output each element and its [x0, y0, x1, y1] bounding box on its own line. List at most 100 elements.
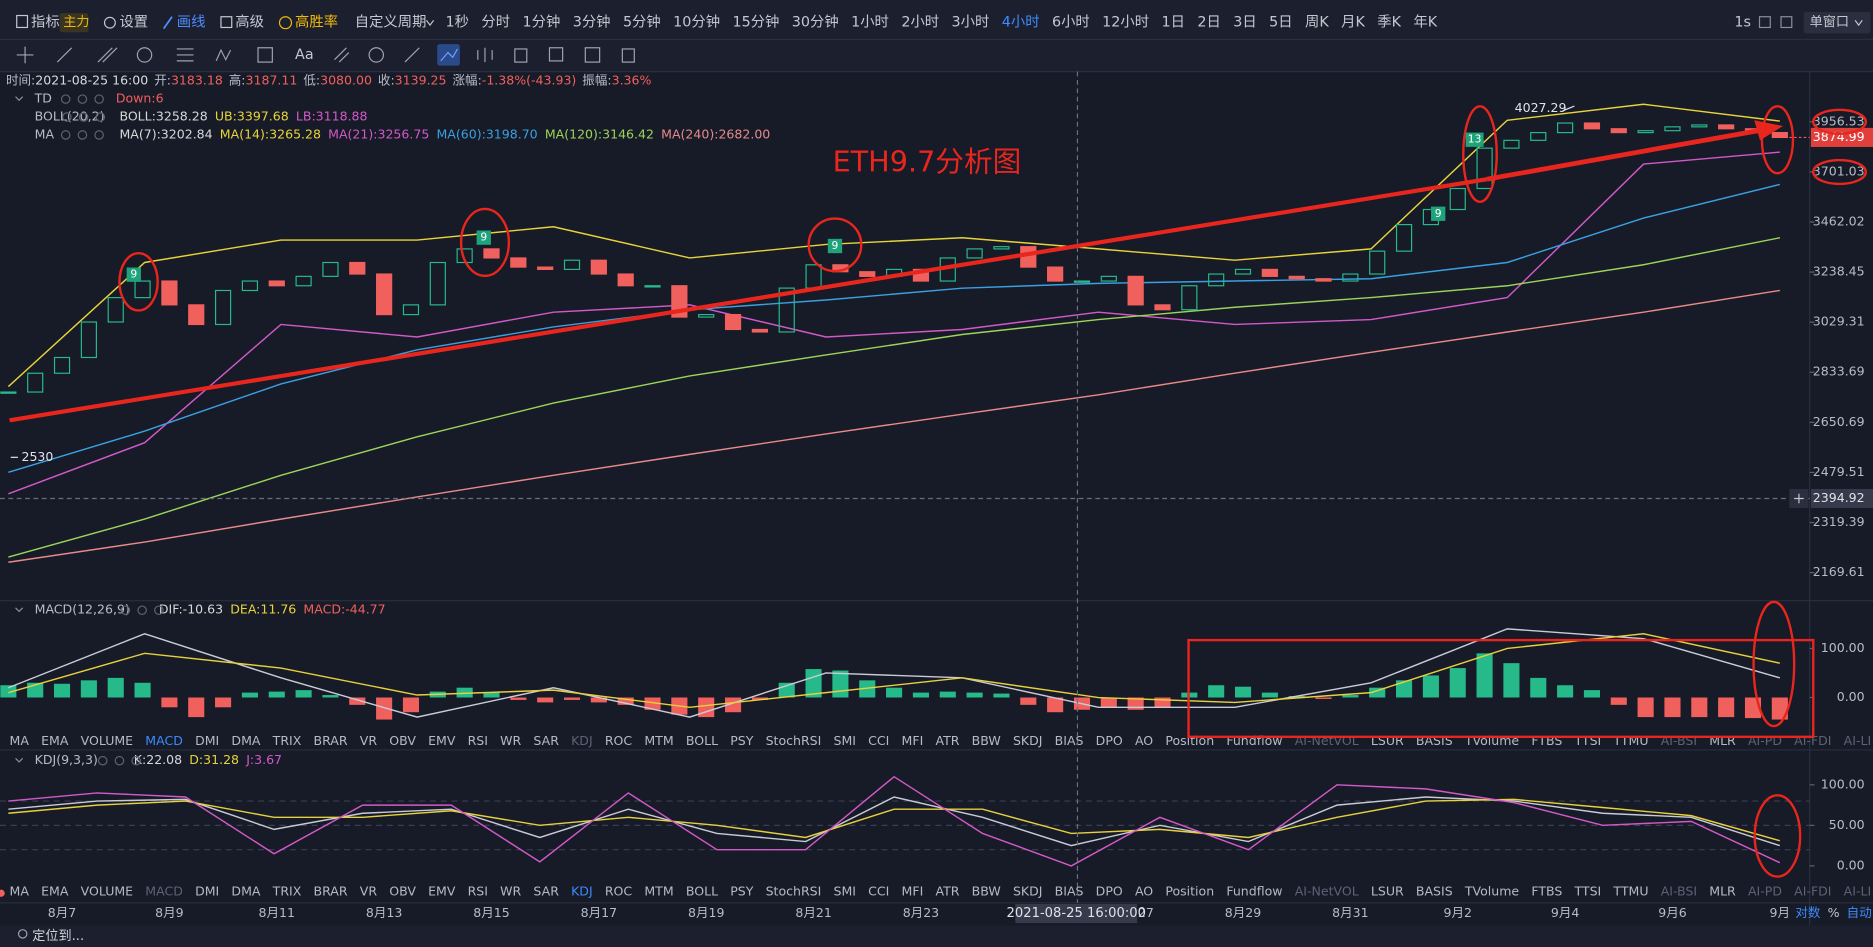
indicator-tab[interactable]: MFI — [902, 884, 924, 899]
indicator-tab[interactable]: ATR — [935, 884, 959, 899]
indicator-tab[interactable]: BOLL — [686, 733, 718, 748]
period-button[interactable]: 30分钟 — [792, 14, 839, 31]
period-button[interactable]: 5分钟 — [623, 14, 661, 31]
indicator-tab[interactable]: DMA — [231, 733, 260, 748]
indicator-tab[interactable]: EMV — [428, 733, 456, 748]
indicator-tab[interactable]: ROC — [605, 733, 633, 748]
indicator-tab[interactable]: VOLUME — [81, 733, 134, 748]
indicator-tab[interactable]: AI-PD — [1748, 733, 1782, 748]
indicator-tab[interactable]: ATR — [935, 733, 959, 748]
period-button[interactable]: 1小时 — [851, 14, 889, 31]
period-button[interactable]: 6小时 — [1052, 14, 1090, 31]
period-button[interactable]: 12小时 — [1102, 14, 1149, 31]
indicator-tab[interactable]: Fundflow — [1226, 733, 1282, 748]
indicator-tab[interactable]: BBW — [972, 884, 1001, 899]
period-button[interactable]: 分时 — [481, 14, 510, 31]
indicator-tab[interactable]: WR — [500, 733, 521, 748]
indicator-tab[interactable]: MFI — [902, 733, 924, 748]
indicator-tab[interactable]: AO — [1135, 884, 1153, 899]
period-button[interactable]: 10分钟 — [673, 14, 720, 31]
lock-tool[interactable] — [514, 48, 528, 63]
indicator-tab[interactable]: AI-BSI — [1661, 884, 1697, 899]
period-button[interactable]: 3小时 — [952, 14, 990, 31]
indicator-tab[interactable]: BRAR — [314, 733, 348, 748]
indicator-tab[interactable]: AI-NetVOL — [1295, 733, 1359, 748]
wave-tool[interactable] — [215, 48, 232, 62]
indicator-tab[interactable]: LSUR — [1371, 733, 1404, 748]
window-button[interactable]: 单窗口 — [1810, 13, 1849, 30]
axis-option[interactable]: 对数 — [1795, 905, 1821, 920]
delete-tool[interactable] — [621, 48, 635, 63]
measure-tool[interactable] — [257, 47, 273, 63]
indicator-tab[interactable]: TRIX — [272, 733, 302, 748]
indicator-tab[interactable]: CCI — [868, 884, 889, 899]
period-button[interactable]: 周K — [1305, 15, 1329, 31]
indicator-tab[interactable]: TTMU — [1612, 884, 1648, 899]
period-button[interactable]: 2日 — [1197, 15, 1220, 31]
indicator-tab[interactable]: TTSI — [1574, 733, 1602, 748]
period-button[interactable]: 3分钟 — [573, 14, 611, 31]
indicator-tab[interactable]: TVolume — [1464, 733, 1520, 748]
indicator-tab[interactable]: EMA — [41, 733, 69, 748]
indicator-tab[interactable]: MA — [10, 733, 30, 748]
indicator-tab[interactable]: AI-BSI — [1661, 733, 1697, 748]
indicator-tab[interactable]: AO — [1135, 733, 1153, 748]
locate-button[interactable]: 定位到... — [32, 928, 84, 944]
indicator-tab[interactable]: MTM — [644, 733, 673, 748]
settings-button[interactable]: 设置 — [119, 14, 148, 31]
advanced-button[interactable]: 高级 — [235, 14, 264, 31]
indicator-tab[interactable]: KDJ — [571, 884, 593, 899]
indicator-tab[interactable]: AI-NetVOL — [1295, 884, 1359, 899]
indicator-tab[interactable]: MACD — [145, 733, 183, 748]
indicator-tab[interactable]: SMI — [834, 884, 856, 899]
crosshair-tool[interactable] — [16, 46, 34, 64]
indicator-tab[interactable]: MTM — [644, 884, 673, 899]
indicator-tab[interactable]: WR — [500, 884, 521, 899]
indicator-tab[interactable]: SKDJ — [1013, 884, 1043, 899]
period-button[interactable]: 4小时 — [1002, 14, 1040, 31]
indicator-tab[interactable]: SAR — [533, 733, 559, 748]
indicator-tab[interactable]: DMI — [195, 884, 219, 899]
indicator-tab[interactable]: MLR — [1709, 884, 1736, 899]
indicator-tab[interactable]: VR — [360, 733, 378, 748]
indicator-tab[interactable]: FTBS — [1531, 884, 1562, 899]
indicator-tab[interactable]: Fundflow — [1226, 884, 1282, 899]
candle-tool[interactable] — [477, 47, 493, 63]
period-button[interactable]: 月K — [1341, 15, 1365, 31]
shape-tool[interactable] — [136, 47, 153, 63]
indicator-tab[interactable]: PSY — [730, 884, 754, 899]
indicator-tab[interactable]: DMA — [231, 884, 260, 899]
custom-period-button[interactable]: 自定义周期 — [355, 14, 427, 31]
indicator-tab[interactable]: AI-FDI — [1794, 884, 1831, 899]
axis-option[interactable]: % — [1828, 905, 1840, 920]
speed-button[interactable]: 1s — [1734, 15, 1751, 31]
indicator-tab[interactable]: CCI — [868, 733, 889, 748]
indicator-tab[interactable]: SMI — [834, 733, 856, 748]
ruler-tool[interactable] — [404, 47, 420, 63]
line-tool[interactable] — [56, 47, 73, 63]
period-button[interactable]: 2小时 — [901, 14, 939, 31]
indicator-tab[interactable]: TVolume — [1464, 884, 1520, 899]
draw-button[interactable]: 画线 — [177, 14, 206, 31]
indicator-tab[interactable]: BASIS — [1416, 884, 1453, 899]
period-button[interactable]: 3日 — [1233, 15, 1256, 31]
indicator-tab[interactable]: VR — [360, 884, 378, 899]
indicator-tab[interactable]: OBV — [389, 884, 416, 899]
period-button[interactable]: 1分钟 — [523, 14, 561, 31]
fib-tool[interactable] — [176, 48, 194, 62]
period-button[interactable]: 15分钟 — [732, 14, 779, 31]
indicator-tab[interactable]: KDJ — [571, 733, 593, 748]
period-button[interactable]: 季K — [1377, 14, 1401, 31]
pattern-tool[interactable] — [440, 48, 459, 62]
indicator-tab[interactable]: EMA — [41, 884, 69, 899]
indicator-tab[interactable]: BIAS — [1055, 733, 1084, 748]
indicator-tab[interactable]: SAR — [533, 884, 559, 899]
indicator-tab[interactable]: AI-LI — [1844, 884, 1871, 899]
period-button[interactable]: 1日 — [1161, 15, 1184, 31]
indicator-tab[interactable]: Position — [1165, 884, 1214, 899]
indicator-tab[interactable]: MLR — [1709, 733, 1736, 748]
indicator-tab[interactable]: DPO — [1096, 884, 1123, 899]
indicator-tab[interactable]: FTBS — [1531, 733, 1562, 748]
indicator-tab[interactable]: TTSI — [1574, 884, 1602, 899]
indicator-tab[interactable]: DPO — [1096, 733, 1123, 748]
